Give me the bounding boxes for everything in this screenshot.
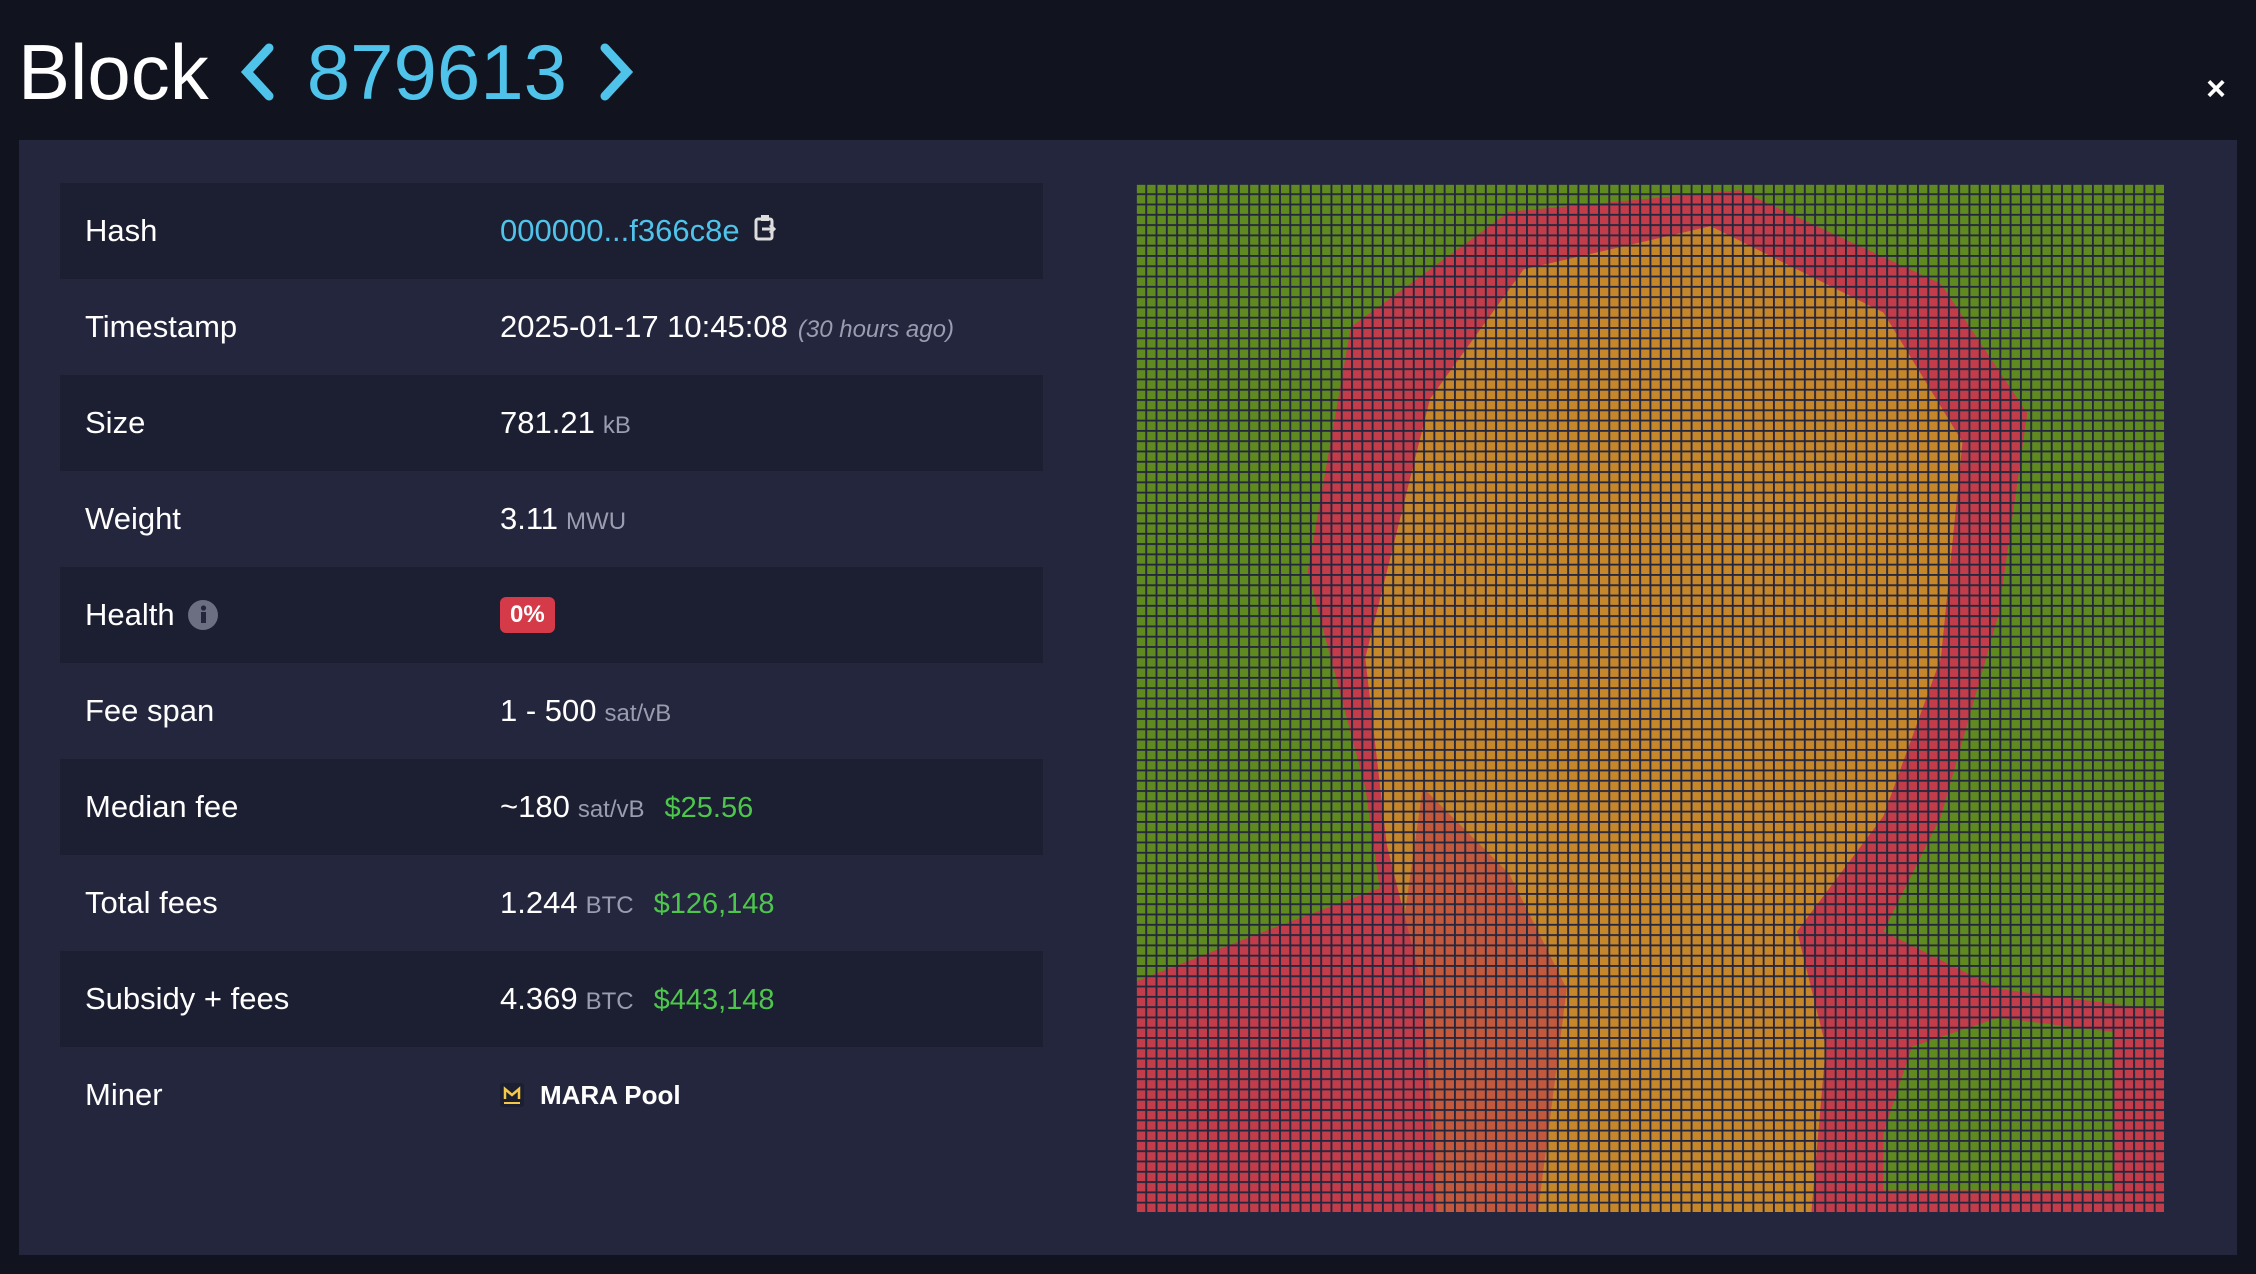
table-row: Total fees 1.244 BTC $126,148 (60, 855, 1043, 951)
row-label: Subsidy + fees (60, 981, 500, 1017)
table-row: Subsidy + fees 4.369 BTC $443,148 (60, 951, 1043, 1047)
label-text: Size (85, 405, 146, 440)
row-value: MARA Pool (500, 1080, 681, 1111)
label-text: Subsidy + fees (85, 981, 290, 1016)
table-row: Timestamp 2025-01-17 10:45:08 (30 hours ag… (60, 279, 1043, 375)
label-text: Hash (85, 213, 158, 248)
table-row: Miner MARA Pool (60, 1047, 1043, 1143)
label-text: Total fees (85, 885, 218, 920)
prev-block[interactable] (235, 42, 281, 102)
row-value: ~180 sat/vB $25.56 (500, 789, 753, 825)
table-row: Fee span 1 - 500 sat/vB (60, 663, 1043, 759)
row-label: Hash (60, 213, 500, 249)
close-button[interactable]: × (2206, 70, 2226, 108)
row-value: 781.21 kB (500, 405, 631, 441)
table-row: Median fee ~180 sat/vB $25.56 (60, 759, 1043, 855)
fiat-value: $126,148 (653, 888, 775, 920)
next-block[interactable] (593, 42, 639, 102)
hash-link[interactable]: 000000...f366c8e (500, 213, 740, 248)
value-text: 781.21 (500, 405, 595, 440)
table-row: Hash 000000...f366c8e (60, 183, 1043, 279)
unit: BTC (585, 988, 634, 1015)
row-label: Size (60, 405, 500, 441)
table-row: Size 781.21 kB (60, 375, 1043, 471)
row-label: Median fee (60, 789, 500, 825)
row-value: 0% (500, 597, 555, 633)
fiat-value: $25.56 (664, 792, 754, 824)
table-row: Health 0% (60, 567, 1043, 663)
label-text: Weight (85, 501, 181, 536)
value-text: 4.369 (500, 981, 578, 1016)
info-icon[interactable] (187, 599, 219, 631)
unit: sat/vB (577, 796, 645, 823)
row-value: 1 - 500 sat/vB (500, 693, 671, 729)
row-label: Total fees (60, 885, 500, 921)
unit: sat/vB (604, 700, 672, 727)
miner-name[interactable]: MARA Pool (540, 1079, 681, 1110)
panel: Hash 000000...f366c8e Timestamp 2025-01-17 … (19, 140, 2237, 1255)
row-label: Health (60, 597, 500, 633)
label-text: Miner (85, 1077, 163, 1112)
row-label: Fee span (60, 693, 500, 729)
value-text: 2025-01-17 10:45:08 (500, 309, 788, 344)
label-text: Timestamp (85, 309, 238, 344)
row-value: 2025-01-17 10:45:08 (30 hours ago) (500, 309, 954, 345)
row-label: Timestamp (60, 309, 500, 345)
table-row: Weight 3.11 MWU (60, 471, 1043, 567)
label-text: Fee span (85, 693, 215, 728)
label-text: Health (85, 597, 175, 632)
unit: BTC (585, 892, 634, 919)
value-text: 3.11 (500, 501, 559, 536)
row-value: 1.244 BTC $126,148 (500, 885, 775, 921)
note: (30 hours ago) (797, 316, 954, 343)
details-table: Hash 000000...f366c8e Timestamp 2025-01-17 … (60, 183, 1043, 1143)
unit: MWU (566, 508, 627, 535)
copy-icon[interactable] (752, 213, 778, 241)
fiat-value: $443,148 (653, 984, 775, 1016)
row-value: 000000...f366c8e (500, 213, 778, 249)
value-text: 1 - 500 (500, 693, 597, 728)
row-label: Miner (60, 1077, 500, 1113)
header: Block 879613 (18, 22, 639, 122)
value-text: 1.244 (500, 885, 578, 920)
block-mosaic (1135, 183, 2164, 1212)
block-height: 879613 (306, 27, 568, 116)
row-label: Weight (60, 501, 500, 537)
row-value: 3.11 MWU (500, 501, 626, 537)
health-badge: 0% (500, 597, 555, 633)
title: Block (18, 27, 209, 116)
label-text: Median fee (85, 789, 239, 824)
row-value: 4.369 BTC $443,148 (500, 981, 775, 1017)
unit: kB (602, 412, 631, 439)
miner-logo (500, 1083, 524, 1107)
value-text: ~180 (500, 789, 570, 824)
